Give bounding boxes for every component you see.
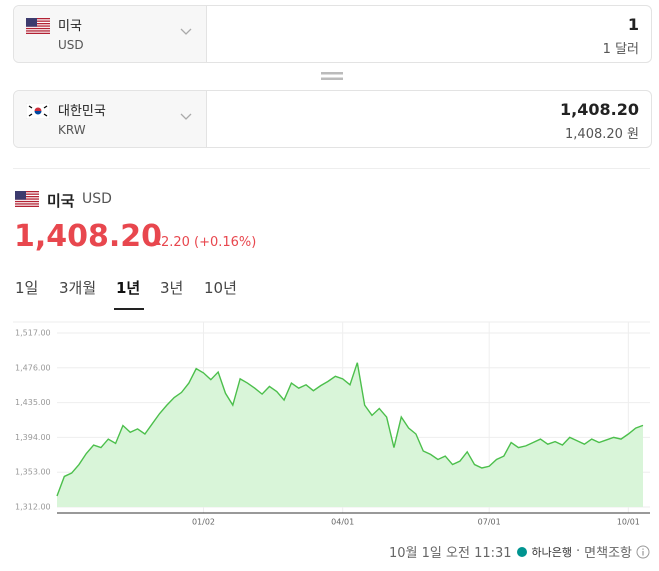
- y-tick-label: 1,312.00: [15, 503, 51, 512]
- line: [56, 362, 644, 497]
- y-tick-label: 1,476.00: [15, 363, 51, 372]
- info-icon[interactable]: [636, 545, 650, 559]
- to-currency-select[interactable]: 대한민국 KRW: [14, 91, 207, 147]
- y-tick-label: 1,435.00: [15, 398, 51, 407]
- to-field: 대한민국 KRW 1,408.20 1,408.20 원: [13, 90, 652, 148]
- from-currency-select[interactable]: 미국 USD: [14, 6, 207, 62]
- kr-flag: [26, 103, 50, 119]
- chevron: [180, 28, 192, 35]
- amount-text: 1 달러: [602, 42, 639, 57]
- period-tab[interactable]: 10년: [204, 279, 237, 297]
- divider: [13, 168, 650, 169]
- up-arrow: [153, 239, 161, 245]
- y-tick-label: 1,517.00: [15, 329, 51, 338]
- quote-code: USD: [82, 191, 112, 207]
- separator: ·: [576, 544, 581, 559]
- amount-text: 1,408.20 원: [565, 127, 639, 142]
- quote-country: 미국: [47, 192, 75, 210]
- change-percent: (+0.16%): [194, 235, 257, 250]
- x-tick-label: 01/02: [192, 518, 215, 527]
- period-tab[interactable]: 3년: [160, 279, 184, 297]
- x-tick-label: 10/01: [617, 518, 640, 527]
- y-tick-label: 1,353.00: [15, 468, 51, 477]
- change: 2.20: [161, 235, 190, 250]
- amount-input[interactable]: 1: [627, 15, 639, 34]
- x-tick-label: 04/01: [331, 518, 354, 527]
- period-tab[interactable]: 1년: [116, 279, 141, 297]
- currency-code: USD: [58, 38, 84, 52]
- x-tick-label: 07/01: [478, 518, 501, 527]
- disclaimer[interactable]: 면책조항: [584, 546, 632, 561]
- timestamp: 10월 1일 오전 11:31: [389, 546, 512, 561]
- area: [57, 362, 643, 507]
- price: 1,408.20: [14, 219, 163, 254]
- us-flag: [15, 191, 39, 207]
- amount-input[interactable]: 1,408.20: [560, 100, 639, 119]
- period-tab[interactable]: 3개월: [59, 279, 97, 297]
- period-tab[interactable]: 1일: [15, 279, 39, 297]
- country-name: 대한민국: [58, 104, 106, 119]
- provider: 하나은행: [531, 545, 573, 559]
- currency-code: KRW: [58, 123, 86, 137]
- bank-logo: [516, 546, 527, 557]
- y-tick-label: 1,394.00: [15, 433, 51, 442]
- country-name: 미국: [58, 19, 82, 34]
- equals-icon: [321, 72, 343, 80]
- active-underline: [114, 308, 144, 310]
- us-flag: [26, 18, 50, 34]
- chevron: [180, 113, 192, 120]
- from-field: 미국 USD 1 1 달러: [13, 5, 652, 63]
- footer: 10월 1일 오전 11:31 하나은행 · 면책조항: [389, 542, 650, 561]
